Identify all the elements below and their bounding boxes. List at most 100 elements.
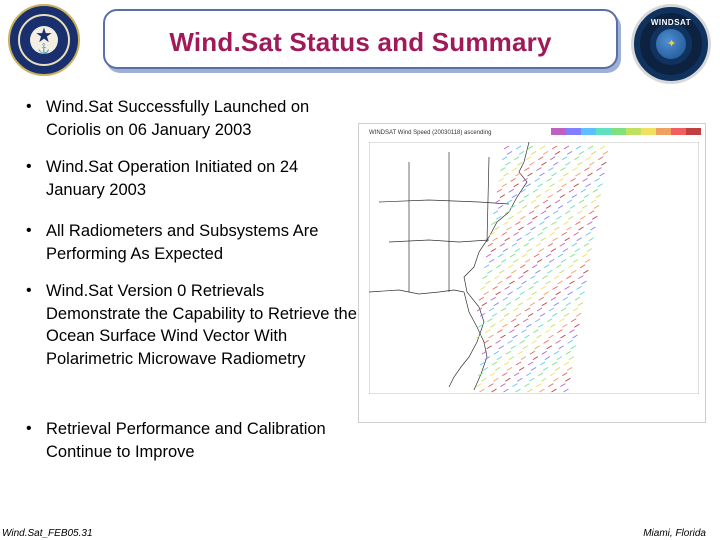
wind-barb [561,156,568,161]
wind-barb [572,259,579,263]
wind-barb [599,172,605,177]
wind-barb [510,178,516,182]
wind-barb [544,356,551,360]
bullet-text: Wind.Sat Operation Initiated on 24 Janua… [46,158,299,199]
wind-barb [556,188,563,193]
wind-barb [513,156,520,161]
wind-barb [571,269,577,274]
logo-band [640,13,702,75]
wind-barb [552,237,558,242]
wind-barb [565,350,572,355]
wind-barb [589,161,595,166]
wind-barb [550,248,557,252]
colorbar-swatch [596,128,611,135]
wind-barb [540,237,546,242]
wind-barb [491,313,498,317]
wind-barb [521,253,528,258]
wind-barb [484,356,491,360]
wind-barb [559,242,566,247]
wind-barb [493,302,500,306]
wind-barb [554,367,561,371]
wind-barb [478,296,485,301]
wind-barb [479,361,486,366]
wind-barb [516,210,523,215]
wind-barb [529,350,536,355]
wind-barb [482,275,488,279]
wind-barb [540,210,547,215]
wind-barb [602,151,609,155]
wind-barb [477,372,484,377]
wind-barb [572,307,579,312]
wind-barb [542,151,549,155]
wind-barb [500,307,507,312]
wind-barb [547,269,553,274]
wind-barb [524,307,531,312]
wind-barb [503,221,509,225]
wind-barb [476,334,482,339]
wind-barb [527,221,533,225]
wind-barb [520,215,526,220]
wind-barb [521,205,528,209]
wind-barb [481,302,488,306]
wind-barb [526,296,533,301]
wind-barb [494,275,500,279]
footer-left: Wind.Sat_FEB05.31 [2,528,93,539]
wind-barb [505,161,511,166]
wind-barb [588,237,594,242]
wind-barb [526,323,532,328]
colorbar-swatch [686,128,701,135]
wind-barb [490,296,497,301]
bullet-dot: • [26,158,32,175]
wind-barb [512,259,519,263]
wind-barb [503,388,509,393]
wind-barb [542,367,549,371]
wind-barb [487,242,494,247]
wind-barb [538,248,545,252]
wind-barb [560,383,566,387]
wind-barb [560,307,567,312]
wind-barb [557,253,564,258]
wind-barb [563,313,570,317]
wind-barb [547,194,554,198]
wind-barb [493,350,500,355]
wind-barb [566,226,572,231]
bullet-dot: • [26,98,32,115]
wind-barb [515,361,522,366]
wind-barb [551,172,557,177]
wind-barb [553,350,560,355]
wind-barb [541,377,547,382]
wind-barb [488,383,494,387]
wind-barb [497,253,504,258]
wind-barb [536,307,543,312]
wind-barb [554,151,561,155]
wind-barb [524,383,530,387]
wind-barb [524,167,530,171]
wind-barb [525,156,532,161]
wind-barb [580,215,586,220]
wind-barb [542,275,548,279]
wind-barb [534,318,541,323]
wind-barb [509,205,516,209]
wind-barb [560,259,567,263]
wind-barb [553,161,559,166]
wind-barb [481,350,488,355]
wind-barb [567,291,573,296]
wind-barb [565,161,571,166]
wind-barb [495,291,501,296]
wind-barb [563,221,569,225]
wind-barb [512,334,518,339]
wind-barb [573,183,579,188]
wind-barb [568,356,575,360]
bullet-dot: • [26,420,32,437]
wind-barb [559,269,565,274]
wind-barb [515,221,521,225]
navy-seal-icon: ★ ⚓ [8,4,80,76]
wind-barb [575,145,582,150]
wind-barb [502,248,509,252]
wind-barb [549,156,556,161]
colorbar-swatch [626,128,641,135]
wind-barb [587,221,593,225]
wind-barb [476,383,482,387]
wind-barb [592,215,598,220]
wind-barb [544,215,550,220]
